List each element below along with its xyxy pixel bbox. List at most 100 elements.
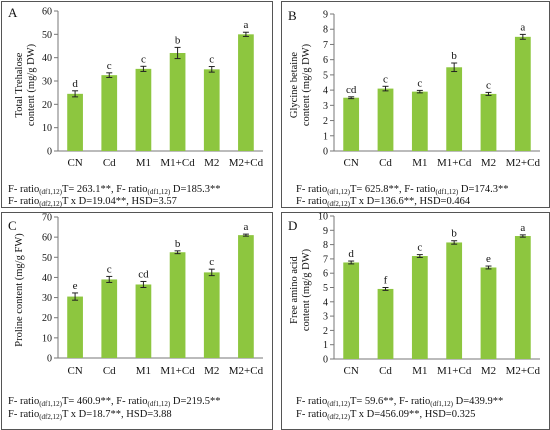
bar [238, 34, 254, 152]
panel-a-stats-line-1: F- ratio(df1,12)T= 263.1**, F- ratio(df1… [8, 184, 221, 196]
bar [446, 67, 463, 151]
bar [238, 235, 254, 358]
bar [377, 288, 394, 359]
y-tick-label: 1 [323, 131, 328, 142]
x-tick-label: M1 [136, 365, 151, 377]
bar [101, 75, 118, 151]
bar [169, 53, 186, 151]
y-tick-label: 0 [47, 147, 52, 158]
bar [67, 93, 83, 151]
bar [135, 284, 152, 358]
significance-letter: cd [346, 84, 357, 96]
significance-letter: f [384, 275, 388, 287]
bar [514, 36, 531, 152]
panel-d-chart: D 0 1 2 3 4 5 6 7 8 9 10 Free amino acid content (mg/… [288, 212, 540, 378]
panel-c-letter: C [8, 218, 17, 233]
y-tick-label: 20 [42, 100, 52, 111]
significance-letter: b [175, 34, 181, 46]
x-tick-label: M1+Cd [160, 365, 195, 377]
y-axis-title: content (mg/g DW) [26, 43, 37, 126]
x-tick-label: M2 [204, 365, 219, 377]
bar [343, 97, 360, 151]
bar [411, 256, 428, 359]
x-tick-label: M2 [481, 157, 496, 169]
x-tick-label: M2+Cd [506, 365, 541, 377]
panel-frame [1, 1, 273, 208]
y-tick-label: 0 [323, 355, 328, 366]
significance-letter: cd [138, 268, 149, 280]
bar [480, 267, 497, 359]
y-tick-label: 60 [42, 233, 52, 244]
bar [203, 69, 220, 151]
x-tick-label: CN [344, 365, 359, 377]
y-tick-label: 6 [323, 269, 328, 280]
y-axis-title: content (mg/g DW) [301, 248, 312, 331]
y-tick-label: 20 [42, 313, 52, 324]
panel-d-stats-line-1: F- ratio(df1,12)T= 59.6**, F- ratio(df1,… [296, 396, 504, 408]
x-tick-label: M1 [136, 157, 151, 169]
y-tick-label: 10 [318, 212, 328, 223]
significance-letter: c [107, 60, 112, 72]
significance-letter: c [209, 54, 214, 66]
bar [169, 252, 186, 358]
x-tick-label: M1 [412, 365, 427, 377]
bar [514, 236, 531, 359]
y-tick-label: 3 [323, 101, 328, 112]
bar [203, 272, 220, 358]
y-tick-label: 30 [42, 77, 52, 88]
significance-letter: c [417, 77, 422, 89]
x-tick-label: M1+Cd [437, 365, 472, 377]
y-tick-label: 9 [323, 226, 328, 237]
significance-letter: a [243, 221, 248, 233]
y-tick-label: 4 [323, 297, 328, 308]
panel-c-stats-line-1: F- ratio(df1,12)T= 460.9**, F- ratio(df1… [8, 396, 221, 408]
panel-c-stats-line-2: F- ratio(df2,12)T x D=18.7**, HSD=3.88 [8, 409, 172, 421]
y-tick-label: 3 [323, 312, 328, 323]
bar [411, 91, 428, 151]
y-tick-label: 5 [323, 70, 328, 81]
y-tick-label: 50 [42, 30, 52, 41]
y-tick-label: 7 [323, 254, 328, 265]
y-tick-label: 10 [42, 333, 52, 344]
y-tick-label: 70 [42, 213, 52, 224]
y-axis-title: Proline content (mg/g FW) [14, 233, 25, 347]
significance-letter: c [486, 79, 491, 91]
y-tick-label: 0 [323, 147, 328, 158]
y-tick-label: 50 [42, 253, 52, 264]
panel-d-stats-line-2: F- ratio(df2,12)T x D=456.09**, HSD=0.32… [296, 409, 476, 421]
significance-letter: c [417, 242, 422, 254]
y-axis-title: content (mg/g DW) [301, 43, 312, 126]
y-tick-label: 8 [323, 240, 328, 251]
y-tick-label: 0 [47, 354, 52, 365]
panel-d-letter: D [288, 218, 297, 233]
panel-b-stats-line-1: F- ratio(df1,12)T= 625.8**, F- ratio(df1… [296, 184, 509, 196]
panel-a-chart: A 0 10 20 30 40 50 60 Total Trehalose content (mg… [8, 5, 264, 169]
x-tick-label: M1+Cd [160, 157, 195, 169]
y-tick-label: 10 [42, 123, 52, 134]
significance-letter: e [73, 280, 78, 292]
significance-letter: d [348, 248, 354, 260]
panel-a-letter: A [8, 5, 18, 20]
x-tick-label: Cd [379, 365, 392, 377]
y-tick-label: 9 [323, 10, 328, 21]
significance-letter: d [72, 78, 78, 90]
panel-b-stats-line-2: F- ratio(df2,12)T x D=136.6**, HSD=0.464 [296, 196, 471, 208]
x-tick-label: M2 [204, 157, 219, 169]
x-tick-label: CN [67, 157, 82, 169]
bar [377, 88, 394, 151]
y-tick-label: 40 [42, 273, 52, 284]
x-tick-label: CN [67, 365, 82, 377]
y-tick-label: 8 [323, 25, 328, 36]
significance-letter: b [175, 238, 181, 250]
significance-letter: a [243, 19, 248, 31]
x-tick-label: M2 [481, 365, 496, 377]
y-tick-label: 30 [42, 293, 52, 304]
y-tick-label: 4 [323, 86, 328, 97]
y-tick-label: 5 [323, 283, 328, 294]
y-tick-label: 2 [323, 326, 328, 337]
significance-letter: c [141, 53, 146, 65]
x-tick-label: M2+Cd [229, 365, 264, 377]
significance-letter: b [451, 228, 457, 240]
significance-letter: a [520, 21, 525, 33]
